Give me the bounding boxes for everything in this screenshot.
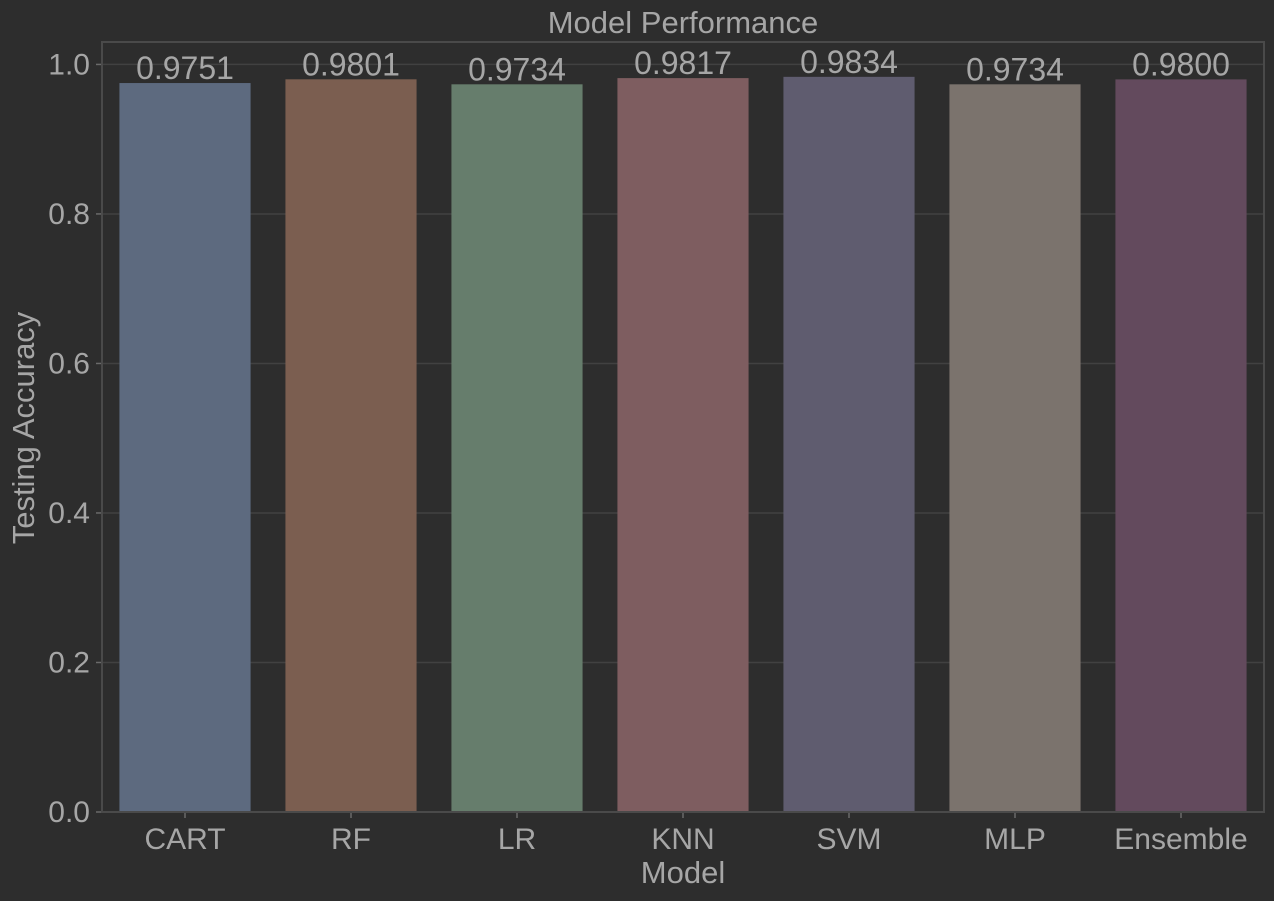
value-label-svm: 0.9834 (800, 44, 898, 80)
bars (119, 76, 1247, 812)
value-label-lr: 0.9734 (468, 51, 566, 87)
x-tick-label-ensemble: Ensemble (1114, 823, 1247, 856)
x-tick-label-svm: SVM (816, 823, 881, 856)
y-tick-label: 0.8 (48, 198, 90, 231)
x-tick-label-cart: CART (144, 823, 225, 856)
bar-lr (451, 84, 583, 812)
y-tick-label: 0.2 (48, 646, 90, 679)
value-label-mlp: 0.9734 (966, 51, 1064, 87)
bar-mlp (949, 84, 1081, 812)
value-label-ensemble: 0.9800 (1132, 46, 1230, 82)
value-label-cart: 0.9751 (136, 50, 234, 86)
value-label-knn: 0.9817 (634, 45, 732, 81)
plot-frame (101, 41, 1265, 813)
x-axis-title: Model (641, 855, 725, 890)
y-tick-label: 0.0 (48, 796, 90, 829)
x-tick-label-mlp: MLP (984, 823, 1046, 856)
bar-cart (119, 83, 251, 812)
y-tick-label: 0.6 (48, 347, 90, 380)
y-axis-title: Testing Accuracy (6, 311, 41, 544)
x-tick-label-knn: KNN (651, 823, 714, 856)
x-tick-label-rf: RF (331, 823, 371, 856)
x-axis-ticks: CART RF LR KNN SVM MLP Ensemble (144, 812, 1248, 856)
bar-ensemble (1115, 79, 1247, 812)
bar-rf (285, 79, 417, 812)
bar-svm (783, 76, 915, 812)
chart-title: Model Performance (548, 5, 819, 40)
value-label-rf: 0.9801 (302, 46, 400, 82)
y-axis-ticks: 0.0 0.2 0.4 0.6 0.8 1.0 (48, 48, 102, 829)
y-tick-label: 1.0 (48, 48, 90, 81)
bar-knn (617, 78, 749, 812)
value-labels: 0.9751 0.9801 0.9734 0.9817 0.9834 0.9734 0.98… (136, 44, 1230, 87)
x-tick-label-lr: LR (498, 823, 536, 856)
y-tick-label: 0.4 (48, 497, 90, 530)
